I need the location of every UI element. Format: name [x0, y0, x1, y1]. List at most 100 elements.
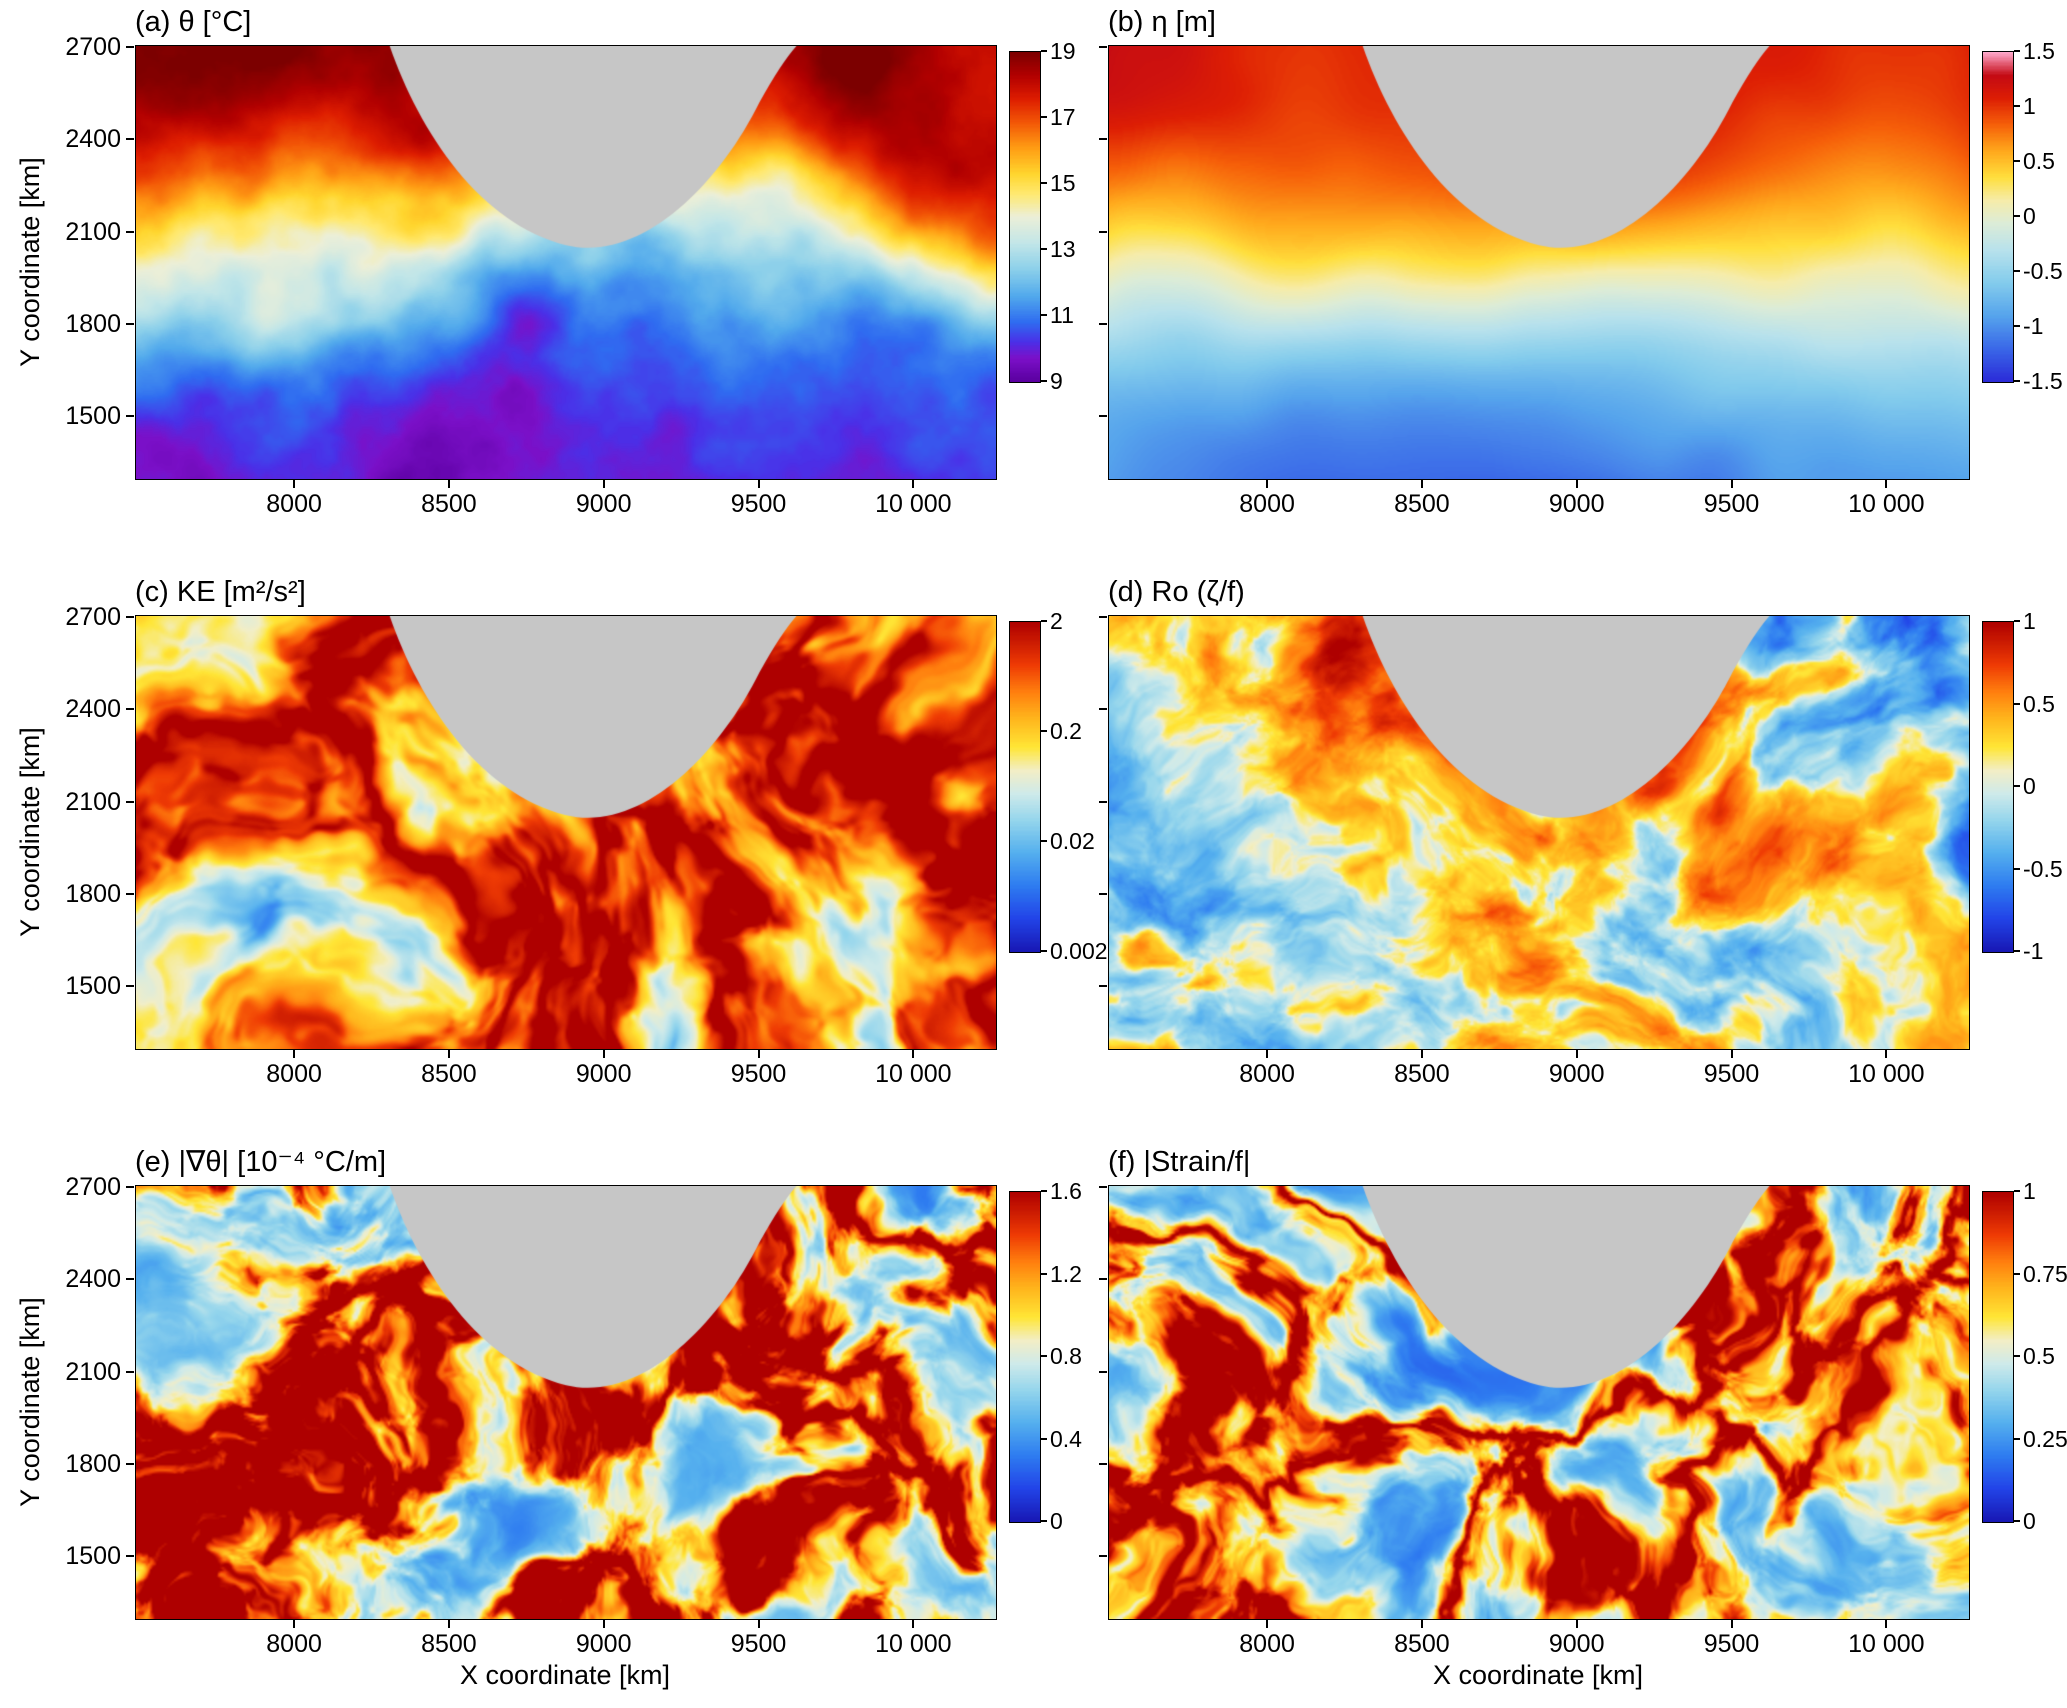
x-tickmark [602, 1620, 605, 1628]
colorbar-tick-label: 1.5 [2023, 38, 2055, 64]
y-tick-label: 1500 [65, 972, 121, 1001]
panel-b-heatmap-canvas [1109, 46, 1969, 479]
x-tick-label: 10 000 [1848, 1060, 1925, 1088]
colorbar-tickmark [2014, 1437, 2020, 1440]
x-tick-label: 8000 [1239, 490, 1295, 518]
x-tickmark [1575, 1050, 1578, 1058]
colorbar-tick-label: 0.5 [2023, 147, 2055, 174]
panel-b-plot [1108, 45, 1970, 480]
colorbar-tick-label: 0.8 [1050, 1343, 1082, 1369]
y-tickmark [1099, 230, 1107, 233]
colorbar-tick-label: 11 [1050, 302, 1074, 328]
panel-e-title: (e) |∇θ| [10⁻⁴ °C/m] [135, 1146, 387, 1178]
y-tickmark [126, 1186, 134, 1189]
panel-c-heatmap-canvas [136, 616, 996, 1049]
x-tickmark [1730, 1620, 1733, 1628]
x-tickmark [1575, 1620, 1578, 1628]
colorbar-tickmark [2014, 105, 2020, 107]
y-tickmark [1099, 1555, 1107, 1558]
colorbar-tickmark [1041, 1272, 1047, 1275]
colorbar-tick-label: -0.5 [2023, 855, 2063, 882]
x-axis-label-left: X coordinate [km] [459, 1660, 671, 1690]
y-tickmark [126, 322, 134, 325]
x-axis-label-right: X coordinate [km] [1432, 1660, 1644, 1690]
panel-c-title: (c) KE [m²/s²] [135, 576, 306, 608]
y-tickmark [1099, 892, 1107, 895]
x-tickmark [1266, 1620, 1269, 1628]
x-tickmark [602, 1050, 605, 1058]
colorbar-tick-label: -1.5 [2023, 368, 2063, 394]
y-tickmark [126, 1278, 134, 1281]
x-tickmark [912, 480, 915, 488]
x-tick-label: 9500 [730, 1060, 787, 1088]
colorbar-tickmark [1041, 1355, 1047, 1357]
x-tickmark [1266, 480, 1269, 488]
panel-e-colorbar [1009, 1191, 1041, 1523]
colorbar-tickmark [1041, 1190, 1047, 1192]
y-tick-label: 1500 [65, 402, 121, 431]
panel-d-plot [1108, 615, 1970, 1050]
y-tickmark [126, 1462, 134, 1465]
x-tick-label: 8000 [1239, 1060, 1295, 1088]
colorbar-tickmark [2014, 702, 2020, 705]
colorbar-tickmark [1041, 248, 1047, 250]
x-tickmark [1420, 1050, 1423, 1058]
panel-e-plot [135, 1185, 997, 1620]
x-tick-label: 9500 [1703, 1630, 1760, 1658]
panel-f-colorbar [1982, 1191, 2014, 1523]
panel-c-colorbar [1009, 621, 1041, 953]
x-tick-label: 9000 [1548, 490, 1605, 518]
panel-b-title: (b) η [m] [1108, 6, 1216, 38]
colorbar-tick-label: 0.02 [1050, 828, 1095, 854]
colorbar-tick-label: 0.4 [1050, 1425, 1082, 1452]
x-tick-label: 9000 [1548, 1630, 1605, 1658]
colorbar-tick-label: 0.5 [2023, 1343, 2055, 1369]
colorbar-tick-label: 17 [1050, 104, 1076, 130]
y-tickmark [126, 230, 134, 233]
x-tickmark [1266, 1050, 1269, 1058]
colorbar-tick-label: 0 [2023, 203, 2036, 229]
panel-a-plot [135, 45, 997, 480]
panel-d-title: (d) Ro (ζ/f) [1108, 576, 1245, 608]
colorbar-tick-label: 0 [2023, 773, 2036, 799]
x-tickmark [1730, 480, 1733, 488]
y-tickmark [126, 985, 134, 988]
colorbar-tickmark [2014, 159, 2020, 162]
colorbar-tick-label: 0.25 [2023, 1425, 2067, 1452]
colorbar-tickmark [2014, 950, 2020, 952]
colorbar-tick-label: 19 [1050, 38, 1076, 64]
x-tick-label: 10 000 [875, 1060, 952, 1088]
colorbar-tickmark [1041, 116, 1047, 118]
x-tick-label: 10 000 [875, 490, 952, 518]
colorbar-tickmark [2014, 1190, 2020, 1192]
y-tickmark [1099, 1186, 1107, 1189]
colorbar-tickmark [2014, 215, 2020, 217]
x-tickmark [447, 1050, 450, 1058]
x-tick-label: 8500 [1394, 1060, 1450, 1088]
y-tickmark [1099, 708, 1107, 711]
x-tick-label: 8000 [266, 1060, 322, 1088]
colorbar-tickmark [2014, 270, 2020, 272]
colorbar-tickmark [1041, 1437, 1047, 1440]
colorbar-tickmark [1041, 380, 1047, 382]
y-tick-label: 1800 [65, 1449, 121, 1478]
colorbar-tick-label: 1 [2023, 608, 2036, 634]
panel-a-colorbar [1009, 51, 1041, 383]
x-tick-label: 8500 [1394, 1630, 1450, 1658]
x-tickmark [293, 1050, 296, 1058]
y-tickmark [1099, 322, 1107, 325]
colorbar-tickmark [2014, 1272, 2020, 1275]
x-tick-label: 8500 [421, 490, 477, 518]
x-tick-label: 9000 [1548, 1060, 1605, 1088]
y-axis-label-row-2: Y coordinate [km] [15, 726, 45, 937]
colorbar-tickmark [2014, 785, 2020, 787]
panel-f-plot [1108, 1185, 1970, 1620]
x-tick-label: 10 000 [1848, 490, 1925, 518]
y-tick-label: 2700 [65, 603, 121, 632]
x-tick-label: 8000 [266, 1630, 322, 1658]
x-tickmark [1730, 1050, 1733, 1058]
x-tickmark [912, 1620, 915, 1628]
x-tickmark [757, 1620, 760, 1628]
panel-a-heatmap-canvas [136, 46, 996, 479]
y-tickmark [1099, 1462, 1107, 1465]
